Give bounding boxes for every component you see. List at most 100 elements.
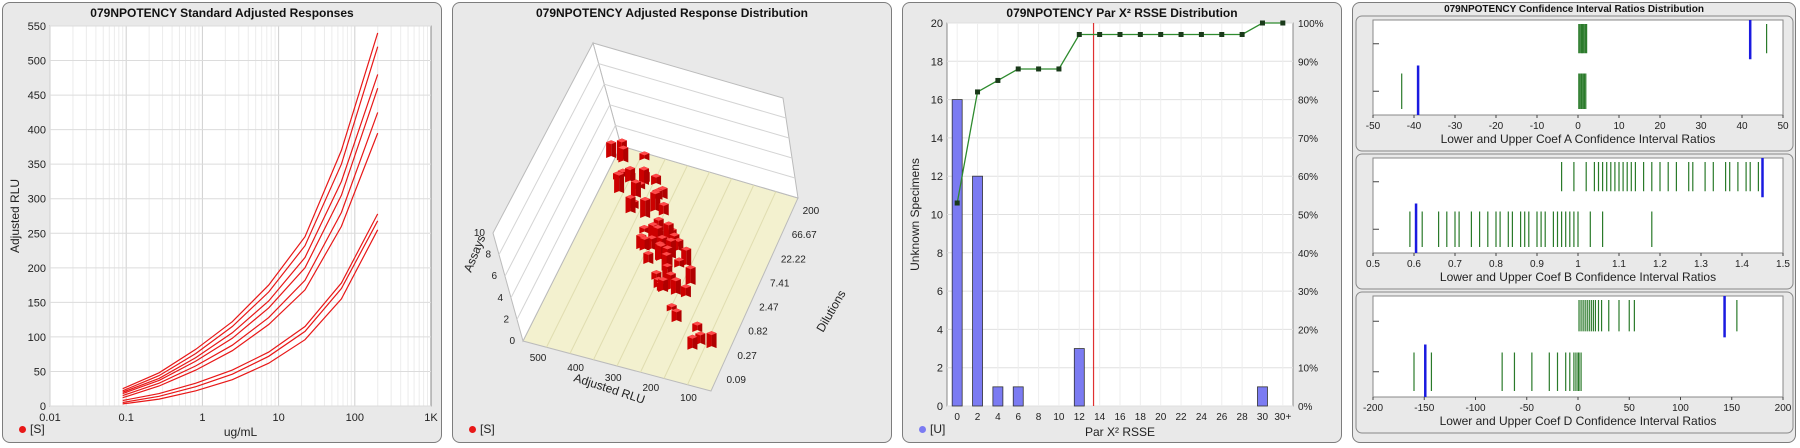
- bar-top: [663, 221, 674, 226]
- assay-tick-label: 8: [485, 250, 491, 261]
- y2-tick-label: 70%: [1298, 134, 1318, 145]
- bar-top: [625, 194, 636, 199]
- bar-top: [665, 237, 676, 242]
- x-tick-label: 20: [1155, 412, 1167, 423]
- y-tick-label: 10: [931, 210, 943, 222]
- legend-dot-icon: [919, 426, 926, 434]
- y-tick-label: 14: [931, 133, 943, 145]
- response-curve: [122, 213, 379, 402]
- standard-responses-chart: 0 50 100 150 200 250 300 350 400 450 500 550 0.01 0.1…: [8, 21, 438, 439]
- bar-side: [686, 246, 692, 267]
- bar-top: [658, 277, 669, 282]
- x-tick-label: 30: [1695, 121, 1707, 132]
- cumulative-point: [1198, 31, 1204, 37]
- bar-front: [670, 277, 676, 295]
- bar-front: [639, 166, 645, 185]
- y-tick-label: 400: [28, 125, 46, 137]
- x-tick-label: -10: [1530, 121, 1545, 132]
- y2-tick-label: 20%: [1298, 325, 1318, 336]
- bar-top: [661, 251, 672, 256]
- bar-top: [639, 166, 650, 171]
- y2-tick-label: 80%: [1298, 96, 1318, 107]
- x-axis-label: Lower and Upper Coef A Confidence Interv…: [1441, 132, 1716, 146]
- y2-tick-label: 30%: [1298, 287, 1318, 298]
- cumulative-point: [1239, 31, 1245, 37]
- x-tick-label: 30+: [1274, 412, 1291, 423]
- x-tick-label: 26: [1216, 412, 1228, 423]
- cumulative-point: [1259, 20, 1265, 26]
- histogram-bar: [951, 99, 963, 407]
- x-tick-label: 0.8: [1489, 259, 1503, 270]
- bar-side: [611, 140, 617, 159]
- bar-top: [625, 166, 636, 171]
- rlu-tick-label: 200: [642, 383, 659, 394]
- cumulative-point: [995, 77, 1001, 83]
- bar-side: [644, 166, 650, 185]
- assay-tick-label: 0: [509, 336, 515, 347]
- y-tick-label: 16: [931, 95, 943, 107]
- rlu-tick-label: 500: [530, 353, 547, 364]
- bar-top: [640, 197, 651, 202]
- y-tick-label: 2: [937, 363, 943, 375]
- cumulative-point: [1158, 31, 1164, 37]
- legend-label: [S]: [480, 422, 495, 436]
- x-tick-label: 20: [1654, 121, 1666, 132]
- response-curve: [122, 220, 379, 404]
- cumulative-point: [1076, 31, 1082, 37]
- bar-side: [644, 235, 650, 251]
- x-tick-label: -100: [1465, 403, 1485, 414]
- y-tick-label: 18: [931, 56, 943, 68]
- histogram-bar: [992, 386, 1004, 407]
- side-wall: [492, 41, 622, 343]
- y-axis-label: Dilutions: [813, 288, 848, 335]
- plot-area: [1372, 19, 1784, 116]
- bar-top: [653, 276, 664, 281]
- bar-top: [639, 235, 650, 240]
- panel-title: 079NPOTENCY Confidence Interval Ratios D…: [1444, 4, 1704, 15]
- y-axis-label: Adjusted RLU: [8, 179, 22, 253]
- x-tick-label: -50: [1520, 403, 1535, 414]
- rlu-tick-label: 400: [567, 363, 584, 374]
- x-tick-label: 4: [995, 412, 1001, 423]
- y-tick-label: 0: [40, 401, 46, 413]
- dilution-tick-label: 0.82: [748, 327, 768, 338]
- x-tick-label: 1: [1575, 259, 1581, 270]
- x-tick-label: -150: [1414, 403, 1434, 414]
- bar-top: [643, 250, 654, 255]
- rlu-tick-label: 300: [605, 373, 622, 384]
- bar-side: [692, 334, 698, 350]
- x-tick-label: 14: [1094, 412, 1106, 423]
- dilution-tick-label: 0.27: [737, 351, 757, 362]
- bar-front: [625, 194, 631, 214]
- bar-top: [651, 173, 662, 178]
- bar-side: [645, 197, 651, 218]
- bar-top: [648, 222, 659, 227]
- y2-tick-label: 100%: [1298, 19, 1324, 30]
- bar-front: [639, 235, 645, 251]
- bar-top: [655, 242, 666, 247]
- bar-front: [625, 166, 631, 183]
- bar-side: [630, 194, 636, 214]
- bar-top: [671, 308, 682, 313]
- y2-tick-label: 90%: [1298, 57, 1318, 68]
- bar-top: [665, 271, 676, 276]
- response-curve: [122, 74, 379, 393]
- x-tick-label: 1.2: [1653, 259, 1667, 270]
- dilution-tick-label: 0.09: [726, 375, 746, 386]
- x-tick-label: -20: [1489, 121, 1504, 132]
- x-axis-label: ug/mL: [224, 425, 258, 439]
- wall-grid-line: [615, 124, 796, 179]
- bar-front: [618, 145, 624, 163]
- wall-grid-line: [598, 63, 787, 119]
- x-tick-label: 8: [1036, 412, 1042, 423]
- x-tick-label: -40: [1407, 121, 1422, 132]
- y2-tick-label: 0%: [1298, 402, 1313, 413]
- bar-side: [630, 166, 636, 183]
- x-tick-label: 1.4: [1735, 259, 1749, 270]
- x-tick-label: 40: [1736, 121, 1748, 132]
- cumulative-point: [1178, 31, 1184, 37]
- x-tick-label: 16: [1114, 412, 1126, 423]
- response-distribution-panel: 079NPOTENCY Adjusted Response Distributi…: [452, 2, 892, 443]
- response-curve: [122, 46, 379, 392]
- bar-side: [619, 171, 625, 194]
